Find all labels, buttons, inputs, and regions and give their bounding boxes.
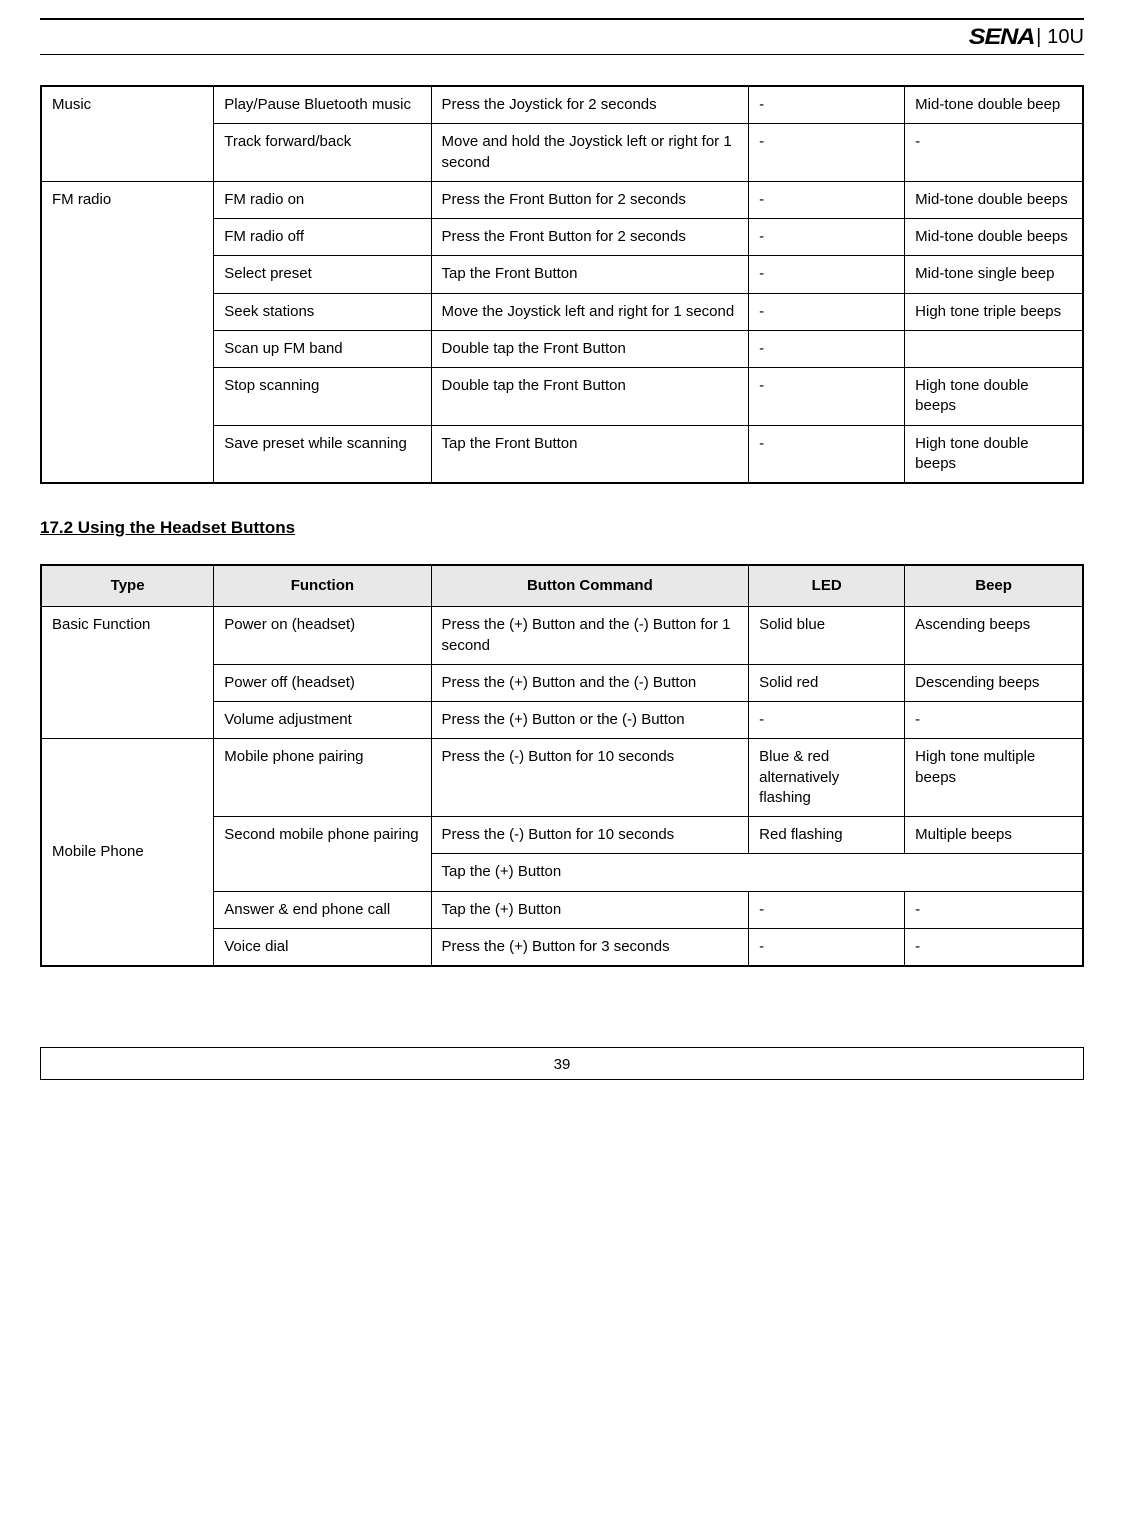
command-cell: Tap the Front Button xyxy=(431,256,749,293)
command-cell: Tap the Front Button xyxy=(431,425,749,483)
command-cell: Press the Front Button for 2 seconds xyxy=(431,181,749,218)
function-cell: Voice dial xyxy=(214,928,431,966)
function-cell: Stop scanning xyxy=(214,368,431,426)
beep-cell xyxy=(905,330,1083,367)
function-cell: Power off (headset) xyxy=(214,664,431,701)
col-header-beep: Beep xyxy=(905,565,1083,607)
led-cell: - xyxy=(749,124,905,182)
command-cell: Press the (+) Button for 3 seconds xyxy=(431,928,749,966)
type-cell: Mobile Phone xyxy=(41,739,214,966)
function-cell: Mobile phone pairing xyxy=(214,739,431,817)
type-cell: Basic Function xyxy=(41,607,214,739)
led-cell: - xyxy=(749,368,905,426)
page-header: SENA | 10U xyxy=(40,24,1084,52)
beep-cell: Descending beeps xyxy=(905,664,1083,701)
table-row: FM radioFM radio onPress the Front Butto… xyxy=(41,181,1083,218)
command-cell: Press the (+) Button or the (-) Button xyxy=(431,702,749,739)
function-cell: Second mobile phone pairing xyxy=(214,817,431,892)
led-cell: - xyxy=(749,928,905,966)
function-cell: FM radio off xyxy=(214,219,431,256)
beep-cell: - xyxy=(905,891,1083,928)
beep-cell: High tone double beeps xyxy=(905,368,1083,426)
beep-cell: Mid-tone double beeps xyxy=(905,181,1083,218)
section-heading: 17.2 Using the Headset Buttons xyxy=(40,518,1084,538)
beep-cell: - xyxy=(905,928,1083,966)
model-name: 10U xyxy=(1047,26,1084,49)
led-cell: Red flashing xyxy=(749,817,905,854)
function-cell: Answer & end phone call xyxy=(214,891,431,928)
table-header-row: Type Function Button Command LED Beep xyxy=(41,565,1083,607)
led-cell: - xyxy=(749,891,905,928)
col-header-function: Function xyxy=(214,565,431,607)
brand-logo: SENA xyxy=(969,24,1035,50)
operations-table-2: Type Function Button Command LED Beep Ba… xyxy=(40,564,1084,967)
command-cell: Move the Joystick left and right for 1 s… xyxy=(431,293,749,330)
table-row: Mobile PhoneMobile phone pairingPress th… xyxy=(41,739,1083,817)
command-cell: Press the (+) Button and the (-) Button … xyxy=(431,607,749,665)
function-cell: Save preset while scanning xyxy=(214,425,431,483)
led-cell: - xyxy=(749,293,905,330)
function-cell: Volume adjustment xyxy=(214,702,431,739)
function-cell: FM radio on xyxy=(214,181,431,218)
led-cell: - xyxy=(749,181,905,218)
header-underline xyxy=(40,54,1084,55)
function-cell: Scan up FM band xyxy=(214,330,431,367)
function-cell: Track forward/back xyxy=(214,124,431,182)
beep-cell: Mid-tone double beep xyxy=(905,86,1083,124)
col-header-type: Type xyxy=(41,565,214,607)
command-cell: Tap the (+) Button xyxy=(431,891,749,928)
command-cell: Move and hold the Joystick left or right… xyxy=(431,124,749,182)
led-cell: Blue & red alternatively flashing xyxy=(749,739,905,817)
type-cell: Music xyxy=(41,86,214,181)
command-cell: Press the Joystick for 2 seconds xyxy=(431,86,749,124)
function-cell: Play/Pause Bluetooth music xyxy=(214,86,431,124)
page-number: 39 xyxy=(40,1048,1084,1080)
beep-cell: High tone triple beeps xyxy=(905,293,1083,330)
command-cell: Press the Front Button for 2 seconds xyxy=(431,219,749,256)
led-cell: - xyxy=(749,219,905,256)
beep-cell: - xyxy=(905,124,1083,182)
function-cell: Seek stations xyxy=(214,293,431,330)
led-cell: Solid blue xyxy=(749,607,905,665)
led-cell: - xyxy=(749,256,905,293)
beep-cell: Mid-tone double beeps xyxy=(905,219,1083,256)
command-cell: Tap the (+) Button xyxy=(431,854,1083,891)
col-header-led: LED xyxy=(749,565,905,607)
operations-table-1: MusicPlay/Pause Bluetooth musicPress the… xyxy=(40,85,1084,484)
beep-cell: Multiple beeps xyxy=(905,817,1083,854)
function-cell: Select preset xyxy=(214,256,431,293)
beep-cell: Ascending beeps xyxy=(905,607,1083,665)
type-cell: FM radio xyxy=(41,181,214,483)
page-footer: 39 xyxy=(40,1047,1084,1080)
page-top-rule xyxy=(40,18,1084,20)
col-header-command: Button Command xyxy=(431,565,749,607)
command-cell: Double tap the Front Button xyxy=(431,330,749,367)
led-cell: Solid red xyxy=(749,664,905,701)
command-cell: Press the (-) Button for 10 seconds xyxy=(431,817,749,854)
table-row: Basic FunctionPower on (headset)Press th… xyxy=(41,607,1083,665)
beep-cell: - xyxy=(905,702,1083,739)
table-row: MusicPlay/Pause Bluetooth musicPress the… xyxy=(41,86,1083,124)
beep-cell: High tone multiple beeps xyxy=(905,739,1083,817)
beep-cell: Mid-tone single beep xyxy=(905,256,1083,293)
command-cell: Press the (+) Button and the (-) Button xyxy=(431,664,749,701)
beep-cell: High tone double beeps xyxy=(905,425,1083,483)
led-cell: - xyxy=(749,702,905,739)
command-cell: Double tap the Front Button xyxy=(431,368,749,426)
brand-separator: | xyxy=(1036,26,1041,49)
led-cell: - xyxy=(749,86,905,124)
function-cell: Power on (headset) xyxy=(214,607,431,665)
led-cell: - xyxy=(749,425,905,483)
led-cell: - xyxy=(749,330,905,367)
command-cell: Press the (-) Button for 10 seconds xyxy=(431,739,749,817)
